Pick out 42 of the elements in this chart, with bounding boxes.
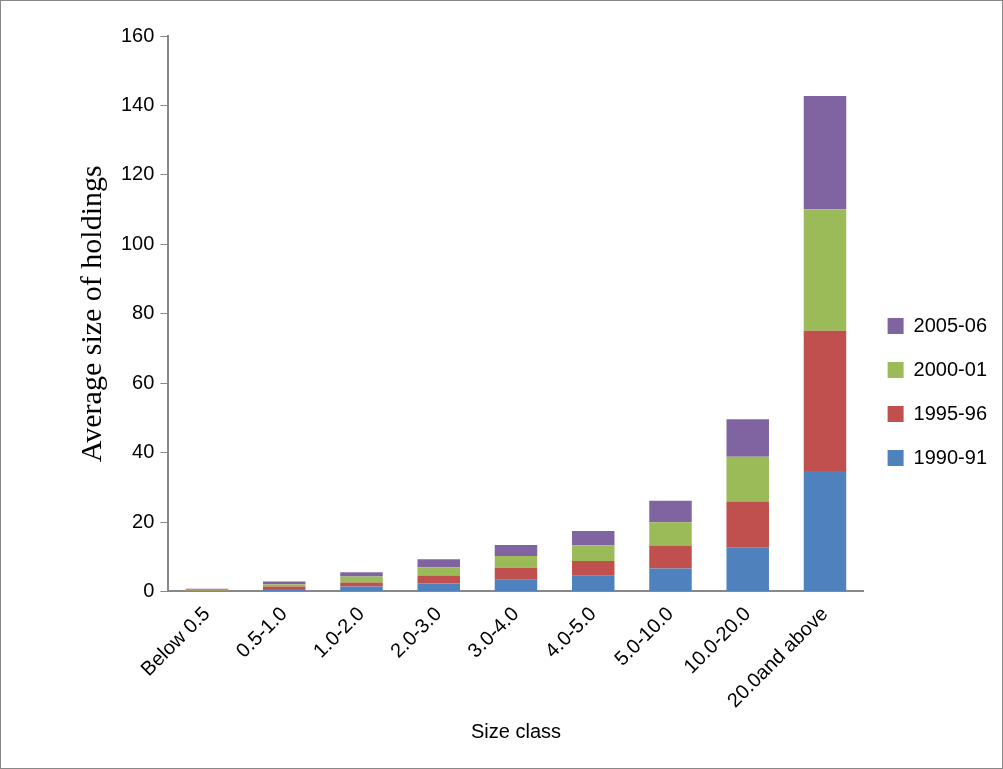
bar bbox=[340, 582, 383, 587]
bar bbox=[803, 209, 847, 331]
bar bbox=[726, 419, 769, 457]
bar bbox=[649, 545, 692, 569]
y-tick-label: 20 bbox=[132, 509, 155, 532]
bar bbox=[340, 586, 383, 591]
bar bbox=[417, 567, 460, 576]
bar bbox=[494, 579, 538, 591]
y-tick-label: 100 bbox=[120, 231, 155, 254]
y-tick-label: 80 bbox=[132, 301, 155, 324]
bar bbox=[494, 556, 538, 568]
y-tick-label: 40 bbox=[132, 440, 155, 463]
bar bbox=[417, 575, 460, 584]
y-tick-label: 120 bbox=[120, 162, 155, 185]
bar bbox=[649, 500, 692, 523]
bar bbox=[803, 470, 847, 591]
bar bbox=[340, 572, 383, 577]
bar bbox=[726, 547, 769, 591]
y-axis-title: Average size of holdings bbox=[73, 165, 107, 463]
bar bbox=[726, 456, 769, 502]
legend-label: 1990-91 bbox=[913, 445, 988, 468]
bar bbox=[571, 545, 615, 561]
bar bbox=[726, 501, 769, 548]
legend-label: 1995-96 bbox=[913, 401, 988, 424]
legend-label: 2000-01 bbox=[913, 357, 988, 380]
bar bbox=[417, 559, 460, 568]
y-tick-label: 160 bbox=[120, 23, 155, 46]
bar bbox=[803, 96, 847, 210]
y-tick-label: 60 bbox=[132, 370, 155, 393]
bar bbox=[417, 583, 460, 591]
y-tick-label: 0 bbox=[143, 578, 155, 601]
bar bbox=[494, 544, 538, 557]
legend-label: 2005-06 bbox=[913, 313, 988, 336]
bar bbox=[571, 531, 615, 546]
bar bbox=[571, 575, 615, 591]
bar bbox=[571, 560, 615, 576]
bar bbox=[649, 568, 692, 591]
bar bbox=[803, 330, 847, 471]
y-tick-label: 140 bbox=[120, 92, 155, 115]
bar bbox=[649, 522, 692, 546]
x-axis-title: Size class bbox=[470, 719, 561, 742]
bar bbox=[494, 567, 538, 580]
